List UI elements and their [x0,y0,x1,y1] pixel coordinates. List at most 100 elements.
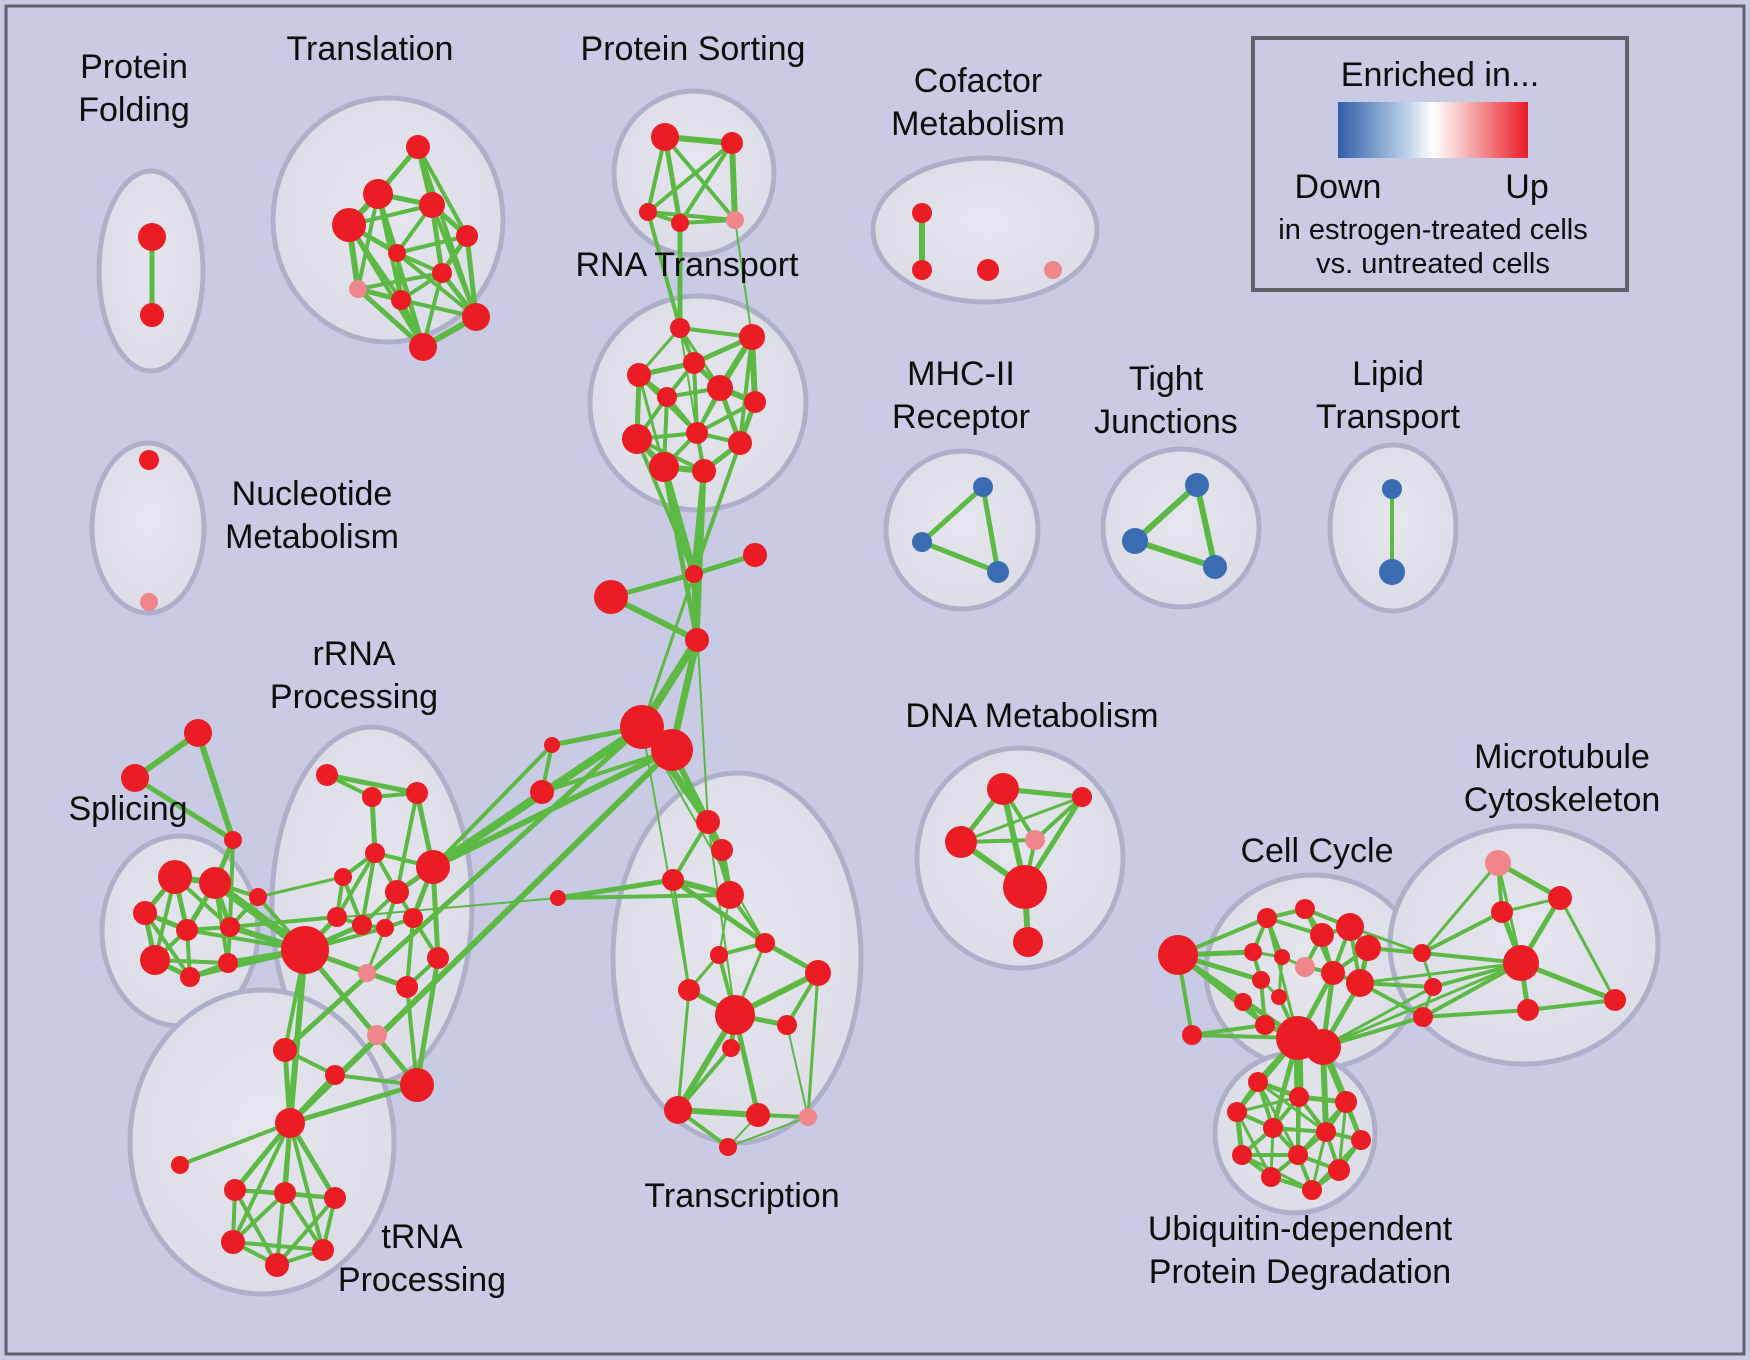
node-tn7 [265,1253,289,1277]
edge-cc11-m3 [1358,961,1523,985]
node-hb1 [620,705,664,749]
node-x9 [777,1015,797,1035]
node-d5 [1013,927,1043,957]
edge-g2-sp4 [228,838,235,929]
edge-mh0-mh2 [980,484,1001,575]
node-b0 [550,890,566,906]
node-rr8 [352,915,372,935]
node-nm1 [140,593,158,611]
label-nucleotide-metabolism: Nucleotide Metabolism [225,475,399,556]
edge-sp2-sp6 [143,911,192,979]
node-x10 [722,1039,740,1057]
node-g1 [121,764,149,792]
node-t10 [409,333,437,361]
legend-title: Enriched in... [1341,56,1539,94]
edge-b0-x3 [556,893,732,900]
node-c2 [977,259,999,281]
node-r3 [627,363,651,387]
edge-hb2-tn0 [287,747,675,1126]
edge-d1-d2 [959,795,1084,844]
edge-tj1-tj2 [1132,538,1218,570]
legend: Enriched in... Down Up in estrogen-treat… [1251,36,1629,292]
node-t2 [332,208,366,242]
edge-m4-m5 [1526,998,1617,1012]
node-rr0 [316,764,338,786]
node-s0 [544,737,560,753]
node-p0 [651,123,679,151]
edge-br0-m2 [1420,910,1504,955]
node-br2 [1413,1007,1433,1027]
node-cc4 [1310,923,1334,947]
cluster-ellipse-transcription [610,770,864,1146]
node-rr5 [385,880,409,904]
node-cc7 [1244,943,1262,961]
node-r4 [707,375,733,401]
node-rr2 [406,782,428,804]
edge-x13-x14 [727,1116,809,1148]
edge-t0-t4 [416,145,469,238]
edge-mh1-mh2 [919,539,1001,575]
node-m1 [1548,886,1572,910]
node-u9 [1328,1159,1350,1181]
node-m0 [1485,850,1511,876]
node-tn6 [312,1239,334,1261]
edge-tn0-tn6 [288,1121,325,1252]
edge-sp8-rr4 [256,875,345,899]
node-tn1 [171,1156,189,1174]
edge-tn5-tn6 [231,1240,325,1252]
node-x14 [719,1138,737,1156]
node-tn3 [274,1182,296,1204]
node-t8 [391,290,411,310]
node-d0 [987,773,1019,805]
node-x13 [799,1108,817,1126]
edge-t2-t10 [347,223,425,349]
node-sp8 [249,888,267,906]
node-sp7 [218,953,238,973]
edge-mh0-mh1 [919,484,986,545]
label-microtubule-cytoskeleton: Microtubule Cytoskeleton [1464,738,1661,819]
edge-s1-hb2 [540,748,674,794]
edge-tn0-tn5 [231,1121,292,1244]
node-pf0 [138,223,166,251]
node-rr9 [376,919,394,937]
node-u5 [1316,1122,1336,1142]
legend-subtitle-line1: in estrogen-treated cells [1278,214,1588,246]
edge-h1-hb1 [640,572,696,729]
label-rna-transport: RNA Transport [576,246,800,284]
node-c0 [912,203,932,223]
edge-r2-r7 [692,361,699,435]
node-rr6 [416,850,450,884]
edge-p2-p4 [646,210,737,222]
edge-x9-x13 [786,1024,809,1118]
node-cc12 [1252,971,1270,989]
node-u10 [1261,1167,1281,1187]
node-tn9 [325,1065,345,1085]
node-tn5 [221,1230,245,1254]
edge-t1-t7 [356,192,380,291]
node-cc0 [1158,935,1198,975]
node-x1 [711,839,733,861]
edge-tn2-tn7 [233,1188,279,1267]
node-br0 [1413,944,1431,962]
node-g2 [224,831,242,849]
node-sp5 [140,945,170,975]
node-u3 [1227,1102,1247,1122]
node-r2 [683,352,705,374]
node-d1 [1072,787,1092,807]
node-c1 [912,260,932,280]
node-rr10 [403,908,423,928]
label-tight-junctions: Tight Junctions [1094,360,1238,441]
node-t0 [406,135,430,159]
node-u7 [1232,1145,1252,1165]
node-h1 [685,565,703,583]
node-p1 [721,132,743,154]
node-d3 [1025,830,1045,850]
node-d2 [945,826,977,858]
node-g0 [184,719,212,747]
label-ubiquitin: Ubiquitin-dependent Protein Degradation [1148,1210,1453,1291]
node-cc10 [1321,961,1345,985]
label-trna-processing: tRNA Processing [338,1218,506,1299]
node-x7 [805,960,831,986]
node-t3 [419,192,445,218]
